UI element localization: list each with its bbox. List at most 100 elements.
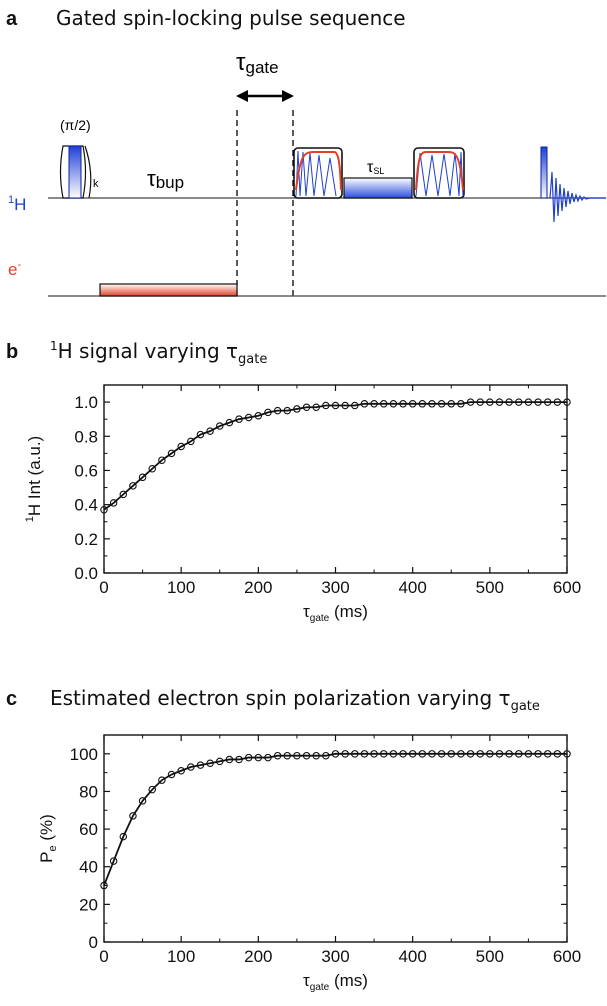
chart-c-y-tick-label: 60 xyxy=(79,820,98,839)
chart-b-data-point xyxy=(138,473,147,482)
chart-b-y-tick-label: 0.6 xyxy=(74,461,98,480)
chart-c-data-point xyxy=(167,770,176,779)
chart-b-data-point xyxy=(466,398,475,406)
chart-c-y-tick-label: 0 xyxy=(89,933,98,952)
chart-b-data-point xyxy=(322,401,330,410)
chart-b-data-point xyxy=(119,490,128,499)
chart-c-data-point xyxy=(312,751,320,760)
chart-b-y-tick-label: 1.0 xyxy=(74,393,98,412)
chart-c-data-point xyxy=(138,797,147,805)
chart-b-data-point xyxy=(418,400,427,408)
adiabatic-pulse-1 xyxy=(293,147,343,199)
spin-lock-pulse xyxy=(343,177,413,199)
chart-b-data-point xyxy=(437,400,446,408)
tau-gate-label: τgate xyxy=(236,49,279,77)
chart-b-data-point xyxy=(264,408,272,417)
chart-c-y-tick-label: 80 xyxy=(79,782,98,801)
chart-b-data-point xyxy=(524,398,533,406)
chart-b-data-point xyxy=(148,464,156,473)
chart-b-data-point xyxy=(543,398,552,406)
chart-c-y-tick-label: 20 xyxy=(79,895,98,914)
chart-c-x-tick-label: 500 xyxy=(476,947,504,966)
chart-c-x-tick-label: 600 xyxy=(553,947,581,966)
chart-b-x-tick-label: 600 xyxy=(553,578,581,597)
chart-c-x-axis-label: τgate (ms) xyxy=(303,971,368,993)
chart-b-data-point xyxy=(206,427,214,435)
chart-c-data-point xyxy=(322,751,330,760)
chart-b-data-point xyxy=(457,400,465,408)
chart-b-data-point xyxy=(167,449,176,458)
chart-b-y-tick-label: 0.0 xyxy=(74,564,98,583)
panel-a: a Gated spin-locking pulse sequence τgat… xyxy=(6,6,606,297)
chart-b-data-point xyxy=(351,401,359,410)
chart-b-data-point xyxy=(312,403,320,411)
chart-b-data-point xyxy=(505,398,513,406)
chart-b-x-tick-label: 100 xyxy=(167,578,195,597)
chart-b-data-point xyxy=(553,398,562,406)
chart-c-data-point xyxy=(437,750,446,758)
chart-b-data-point xyxy=(476,398,484,406)
chart-c-data-point xyxy=(476,750,484,758)
chart-b: 0 100 200 300 400 500 600 0.0 0.2 0.4 0.6 0.8 1.0 τga… xyxy=(24,384,581,624)
chart-c-data-point xyxy=(341,750,349,758)
chart-b-data-point xyxy=(563,398,571,406)
chart-c-data-point xyxy=(524,750,533,758)
e-channel-label: e- xyxy=(8,259,21,279)
chart-c-y-tick-label: 100 xyxy=(70,745,98,764)
chart-b-data-point xyxy=(235,415,243,423)
chart-c-data-point xyxy=(428,750,436,758)
chart-c-data-point xyxy=(505,750,513,758)
chart-b-fit-line xyxy=(103,401,567,511)
chart-c-data-point xyxy=(543,750,552,758)
chart-c-data-point xyxy=(408,750,417,758)
chart-b-x-tick-label: 200 xyxy=(244,578,272,597)
pi-half-label: (π/2) xyxy=(60,117,91,133)
chart-c-data-point xyxy=(109,857,118,865)
chart-b-data-point xyxy=(283,406,292,415)
chart-b-data-point xyxy=(379,400,388,408)
chart-c-data-point xyxy=(100,881,108,890)
chart-b-data-point xyxy=(216,422,224,430)
panel-b: b 1H signal varying τgate 0 100 200 300 400 5… xyxy=(6,339,581,624)
chart-b-data-point xyxy=(273,406,282,415)
chart-c-y-axis-label: Pe (%) xyxy=(37,814,59,863)
chart-c-x-tick-label: 400 xyxy=(398,947,426,966)
chart-b-data-point xyxy=(360,400,369,408)
chart-b-data-point xyxy=(389,400,398,408)
chart-b-x-tick-label: 400 xyxy=(398,578,426,597)
chart-b-data-point xyxy=(196,430,205,439)
panel-a-title: Gated spin-locking pulse sequence xyxy=(56,6,406,30)
chart-b-data-point xyxy=(486,398,494,406)
h-channel-label: 1H xyxy=(8,194,26,214)
chart-c-data-point xyxy=(187,763,195,771)
chart-b-y-axis-label: 1H Int (a.u.) xyxy=(24,436,44,522)
chart-c-x-tick-label: 200 xyxy=(244,947,272,966)
pi-half-pulse xyxy=(59,145,92,199)
panel-b-title: 1H signal varying τgate xyxy=(50,339,267,367)
chart-b-y-tick-label: 0.8 xyxy=(74,427,98,446)
chart-b-x-axis-label: τgate (ms) xyxy=(303,602,368,624)
chart-c-data-point xyxy=(399,750,407,758)
chart-b-x-tick-label: 0 xyxy=(99,578,108,597)
chart-c-data-point xyxy=(216,757,224,766)
chart-c-plot-frame xyxy=(103,734,568,943)
chart-c-data-point xyxy=(418,750,427,758)
tau-gate-arrow xyxy=(236,90,294,102)
chart-c-data-point xyxy=(370,750,378,758)
chart-c-data-point xyxy=(293,751,301,760)
panel-c-letter: c xyxy=(6,688,17,710)
chart-c-data-point xyxy=(534,750,542,758)
fid-signal xyxy=(549,171,606,223)
chart-c-data-point xyxy=(466,750,475,758)
chart-c-data-point xyxy=(264,753,272,762)
chart-c-data-point xyxy=(244,753,253,762)
chart-b-data-point xyxy=(244,413,253,422)
chart-c-data-point xyxy=(515,750,523,758)
chart-b-data-point xyxy=(515,398,523,406)
chart-c-y-tick-label: 40 xyxy=(79,858,98,877)
chart-b-data-point xyxy=(129,482,137,490)
chart-c-data-point xyxy=(273,751,282,760)
chart-b-data-point xyxy=(293,405,301,413)
microwave-pulse xyxy=(99,283,238,297)
